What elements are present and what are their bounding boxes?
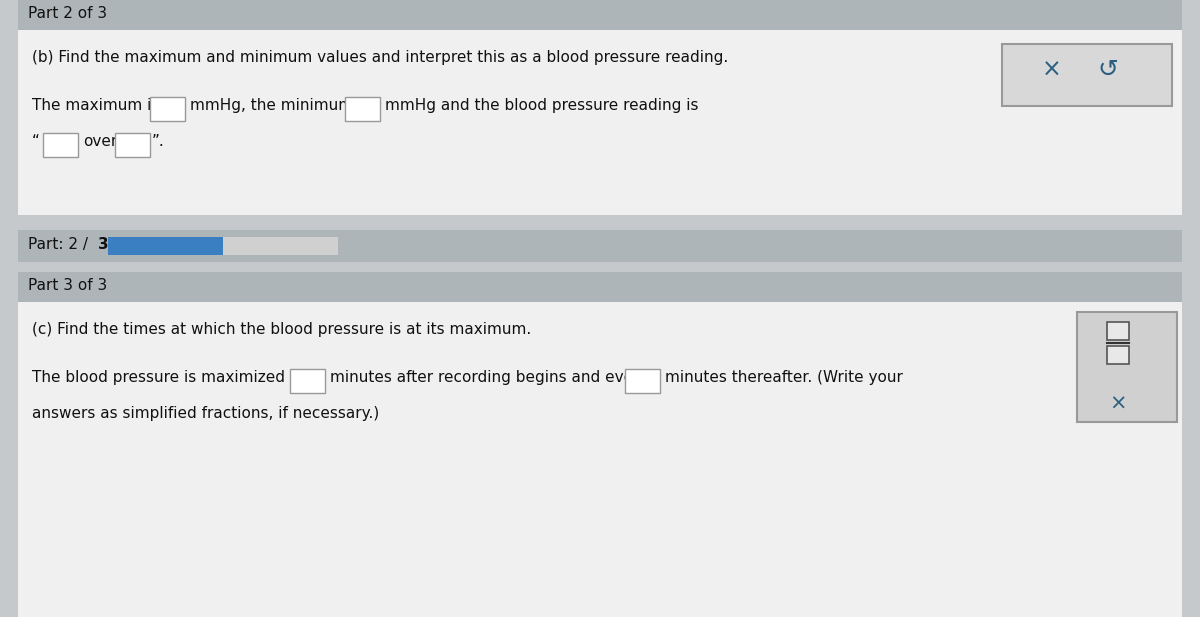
Text: ×: × bbox=[1109, 394, 1127, 414]
Bar bbox=[290, 369, 325, 393]
Bar bbox=[43, 133, 78, 157]
Bar bbox=[108, 237, 338, 255]
Bar bbox=[625, 369, 660, 393]
Bar bbox=[18, 272, 1182, 302]
Bar bbox=[18, 230, 1182, 262]
Bar bbox=[108, 237, 223, 255]
Text: The blood pressure is maximized at: The blood pressure is maximized at bbox=[32, 370, 305, 385]
Text: ”.: ”. bbox=[152, 134, 164, 149]
Text: The maximum is: The maximum is bbox=[32, 98, 160, 113]
Bar bbox=[18, 30, 1182, 215]
Bar bbox=[0, 0, 18, 617]
Text: minutes thereafter. (Write your: minutes thereafter. (Write your bbox=[665, 370, 902, 385]
Text: (c) Find the times at which the blood pressure is at its maximum.: (c) Find the times at which the blood pr… bbox=[32, 322, 532, 337]
Bar bbox=[18, 0, 1182, 30]
Bar bbox=[115, 133, 150, 157]
Text: (b) Find the maximum and minimum values and interpret this as a blood pressure r: (b) Find the maximum and minimum values … bbox=[32, 50, 728, 65]
Bar bbox=[346, 97, 380, 121]
Text: answers as simplified fractions, if necessary.): answers as simplified fractions, if nece… bbox=[32, 406, 379, 421]
Text: Part 2 of 3: Part 2 of 3 bbox=[28, 6, 107, 21]
Text: Part: 2 /: Part: 2 / bbox=[28, 237, 92, 252]
Text: ×: × bbox=[1042, 58, 1062, 82]
Bar bbox=[1108, 346, 1129, 364]
Bar bbox=[1182, 0, 1200, 617]
Text: ↺: ↺ bbox=[1097, 58, 1118, 82]
Text: mmHg, the minimum is: mmHg, the minimum is bbox=[190, 98, 371, 113]
Bar bbox=[1108, 322, 1129, 340]
Bar bbox=[18, 302, 1182, 497]
Bar bbox=[18, 497, 1182, 617]
Text: mmHg and the blood pressure reading is: mmHg and the blood pressure reading is bbox=[385, 98, 698, 113]
Bar bbox=[150, 97, 185, 121]
Text: over: over bbox=[83, 134, 118, 149]
Bar bbox=[18, 262, 1182, 272]
Bar bbox=[1002, 44, 1172, 106]
Bar bbox=[1078, 312, 1177, 422]
Text: Part 3 of 3: Part 3 of 3 bbox=[28, 278, 107, 293]
Text: 3: 3 bbox=[98, 237, 109, 252]
Text: minutes after recording begins and every: minutes after recording begins and every bbox=[330, 370, 648, 385]
Text: “: “ bbox=[32, 134, 40, 149]
Bar bbox=[18, 215, 1182, 230]
